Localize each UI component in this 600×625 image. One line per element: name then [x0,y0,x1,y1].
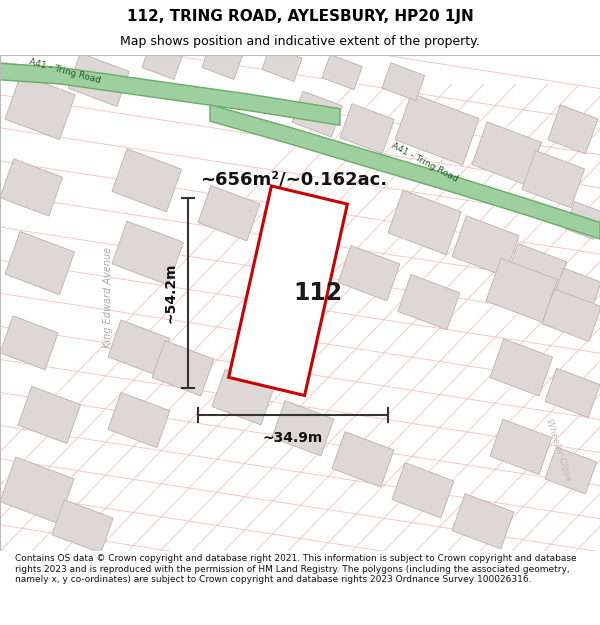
Polygon shape [542,289,600,341]
Polygon shape [212,369,274,425]
Polygon shape [112,149,182,212]
Polygon shape [229,186,347,396]
Polygon shape [332,432,394,487]
Polygon shape [388,190,461,255]
Polygon shape [108,392,170,448]
Polygon shape [472,122,542,185]
Text: 112: 112 [293,281,343,305]
Text: Wheeler Close: Wheeler Close [544,418,572,482]
Polygon shape [18,386,80,444]
Polygon shape [490,339,553,396]
Polygon shape [545,368,600,418]
Text: ~34.9m: ~34.9m [263,431,323,446]
Polygon shape [292,91,343,137]
Polygon shape [338,246,400,301]
Text: A41 - Tring Road: A41 - Tring Road [390,141,460,184]
Polygon shape [398,274,460,330]
Polygon shape [452,494,514,549]
Text: 112, TRING ROAD, AYLESBURY, HP20 1JN: 112, TRING ROAD, AYLESBURY, HP20 1JN [127,9,473,24]
Polygon shape [505,244,567,299]
Text: ~656m²/~0.162ac.: ~656m²/~0.162ac. [200,170,387,188]
Text: King Edward Avenue: King Edward Avenue [103,248,113,349]
Polygon shape [198,186,260,241]
Polygon shape [490,419,552,474]
Polygon shape [152,341,214,396]
Polygon shape [395,93,479,165]
Polygon shape [262,46,302,81]
Polygon shape [548,105,598,154]
Bar [0,55,600,551]
Polygon shape [545,447,596,494]
Polygon shape [452,216,519,276]
Polygon shape [392,462,454,518]
Text: ~54.2m: ~54.2m [164,262,178,323]
Polygon shape [202,44,242,79]
Polygon shape [142,44,182,79]
Polygon shape [68,53,129,106]
Polygon shape [552,268,600,315]
Text: A41 - Tring Road: A41 - Tring Road [28,58,101,86]
Polygon shape [522,151,584,208]
Text: Contains OS data © Crown copyright and database right 2021. This information is : Contains OS data © Crown copyright and d… [15,554,577,584]
Text: Map shows position and indicative extent of the property.: Map shows position and indicative extent… [120,35,480,48]
Polygon shape [565,201,600,239]
Polygon shape [272,401,334,456]
Polygon shape [0,457,74,524]
Polygon shape [52,500,113,553]
Polygon shape [5,231,74,294]
Polygon shape [108,320,170,375]
Polygon shape [340,104,394,154]
Polygon shape [5,74,75,139]
Polygon shape [210,104,600,239]
Polygon shape [322,54,362,90]
Polygon shape [272,219,331,271]
Polygon shape [0,63,340,125]
Polygon shape [0,159,62,216]
Polygon shape [486,258,557,322]
Polygon shape [382,63,425,101]
Polygon shape [112,221,184,285]
Polygon shape [0,316,58,370]
